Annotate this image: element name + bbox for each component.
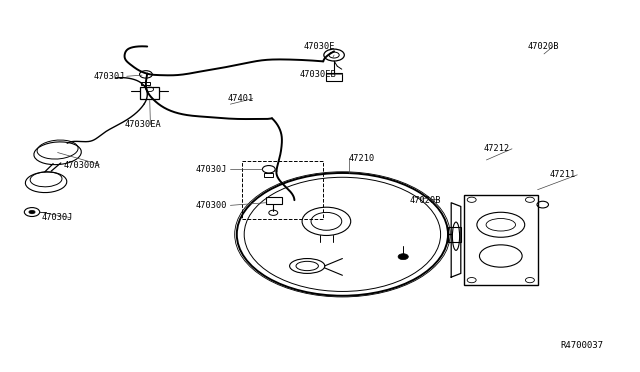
Text: R4700037: R4700037 [560, 341, 603, 350]
Text: 47020B: 47020B [410, 196, 441, 205]
Text: 470300A: 470300A [64, 161, 100, 170]
Bar [326, 73, 342, 81]
Text: 47030J: 47030J [93, 72, 125, 81]
Text: 47020B: 47020B [528, 42, 559, 51]
Text: 47030EB: 47030EB [300, 70, 336, 79]
Text: 47210: 47210 [349, 154, 375, 163]
Text: 47030J: 47030J [42, 213, 73, 222]
Bar [266, 197, 282, 204]
Bar [464, 195, 538, 285]
Text: 47211: 47211 [549, 170, 575, 179]
Circle shape [398, 254, 408, 260]
Bar [264, 173, 273, 177]
Bar [141, 82, 150, 85]
Circle shape [29, 210, 35, 214]
Bar [242, 161, 323, 219]
Text: 47030EA: 47030EA [125, 120, 161, 129]
Bar [448, 227, 461, 242]
Text: 47401: 47401 [227, 94, 253, 103]
Text: 47030J: 47030J [196, 165, 227, 174]
Bar [140, 87, 159, 99]
Text: 47212: 47212 [483, 144, 509, 153]
Text: 470300: 470300 [196, 201, 227, 210]
Text: 47030E: 47030E [304, 42, 335, 51]
